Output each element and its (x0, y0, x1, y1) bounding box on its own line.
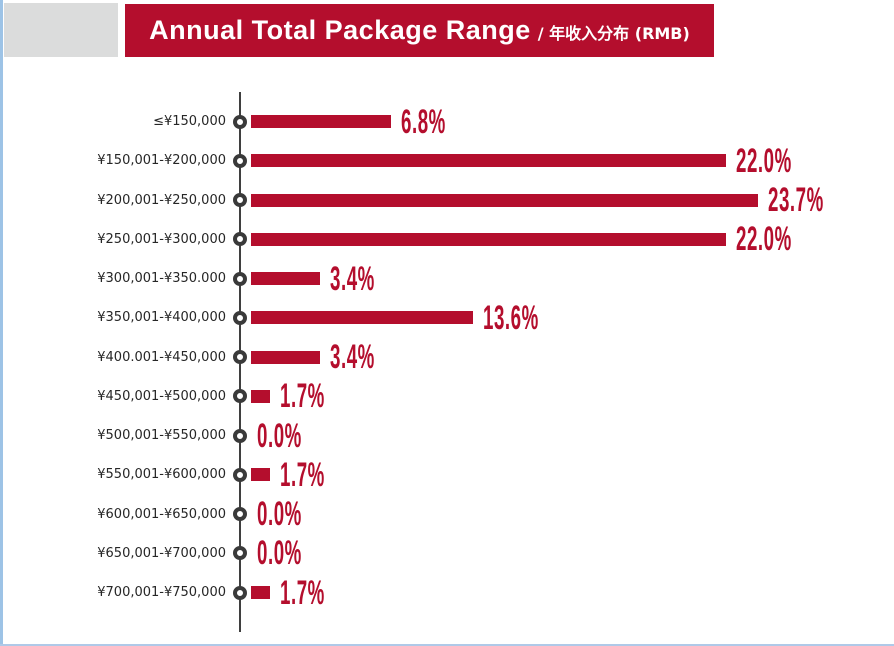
chart-row: ¥600,001-¥650,000 0.0% (0, 495, 894, 534)
category-label: ¥300,001-¥350.000 (97, 271, 226, 287)
axis-marker-icon (233, 467, 247, 482)
category-label: ¥550,001-¥600,000 (97, 467, 226, 483)
bar (251, 586, 270, 600)
value-label: 0.0% (257, 534, 302, 573)
category-label: ≤¥150,000 (153, 114, 226, 130)
axis-marker-icon (233, 507, 247, 522)
value-label: 1.7% (280, 573, 325, 612)
chart-row: ¥550,001-¥600,000 1.7% (0, 455, 894, 494)
value-label: 22.0% (736, 141, 792, 180)
bar (251, 272, 320, 286)
value-label: 1.7% (280, 377, 325, 416)
chart-row: ¥300,001-¥350.000 3.4% (0, 259, 894, 298)
value-label: 3.4% (330, 259, 375, 298)
bar (251, 350, 320, 364)
page-left-border (0, 0, 3, 646)
axis-marker-icon (233, 193, 247, 208)
value-label: 0.0% (257, 495, 302, 534)
bar (251, 389, 270, 403)
header-gray-box (4, 3, 118, 57)
value-label: 22.0% (736, 220, 792, 259)
value-label: 23.7% (768, 181, 824, 220)
value-label: 1.7% (280, 455, 325, 494)
title-banner: Annual Total Package Range / 年收入分布 (RMB) (125, 4, 714, 57)
title-banner-text: Annual Total Package Range / 年收入分布 (RMB) (149, 15, 690, 46)
axis-marker-icon (233, 585, 247, 600)
category-label: ¥400.001-¥450,000 (97, 349, 226, 365)
bar-rows: ≤¥150,000 6.8% ¥150,001-¥200,000 22.0% ¥… (0, 102, 894, 612)
category-label: ¥700,001-¥750,000 (97, 585, 226, 601)
category-label: ¥600,001-¥650,000 (97, 506, 226, 522)
category-label: ¥150,001-¥200,000 (97, 153, 226, 169)
value-label: 6.8% (401, 102, 446, 141)
bar (251, 115, 391, 129)
value-label: 0.0% (257, 416, 302, 455)
chart-row: ¥200,001-¥250,000 23.7% (0, 181, 894, 220)
chart-row: ¥500,001-¥550,000 0.0% (0, 416, 894, 455)
axis-marker-icon (233, 271, 247, 286)
bar (251, 154, 726, 168)
axis-marker-icon (233, 153, 247, 168)
chart-row: ¥700,001-¥750,000 1.7% (0, 573, 894, 612)
bar (251, 232, 726, 246)
chart-row: ¥250,001-¥300,000 22.0% (0, 220, 894, 259)
page-title: Annual Total Package Range (149, 15, 531, 45)
chart-row: ¥150,001-¥200,000 22.0% (0, 141, 894, 180)
axis-marker-icon (233, 428, 247, 443)
value-label: 3.4% (330, 338, 375, 377)
axis-marker-icon (233, 114, 247, 129)
bar (251, 468, 270, 482)
page-subtitle: / 年收入分布 (RMB) (537, 24, 690, 43)
value-label: 13.6% (483, 298, 539, 337)
chart-row: ≤¥150,000 6.8% (0, 102, 894, 141)
page-bottom-border (0, 644, 894, 646)
bar (251, 311, 473, 325)
category-label: ¥450,001-¥500,000 (97, 388, 226, 404)
axis-marker-icon (233, 389, 247, 404)
chart-row: ¥400.001-¥450,000 3.4% (0, 338, 894, 377)
category-label: ¥500,001-¥550,000 (97, 428, 226, 444)
category-label: ¥200,001-¥250,000 (97, 192, 226, 208)
axis-marker-icon (233, 310, 247, 325)
category-label: ¥350,001-¥400,000 (97, 310, 226, 326)
chart-row: ¥350,001-¥400,000 13.6% (0, 298, 894, 337)
bar (251, 193, 758, 207)
category-label: ¥250,001-¥300,000 (97, 231, 226, 247)
axis-marker-icon (233, 546, 247, 561)
chart-row: ¥650,001-¥700,000 0.0% (0, 534, 894, 573)
category-label: ¥650,001-¥700,000 (97, 545, 226, 561)
axis-marker-icon (233, 232, 247, 247)
chart-row: ¥450,001-¥500,000 1.7% (0, 377, 894, 416)
axis-marker-icon (233, 350, 247, 365)
